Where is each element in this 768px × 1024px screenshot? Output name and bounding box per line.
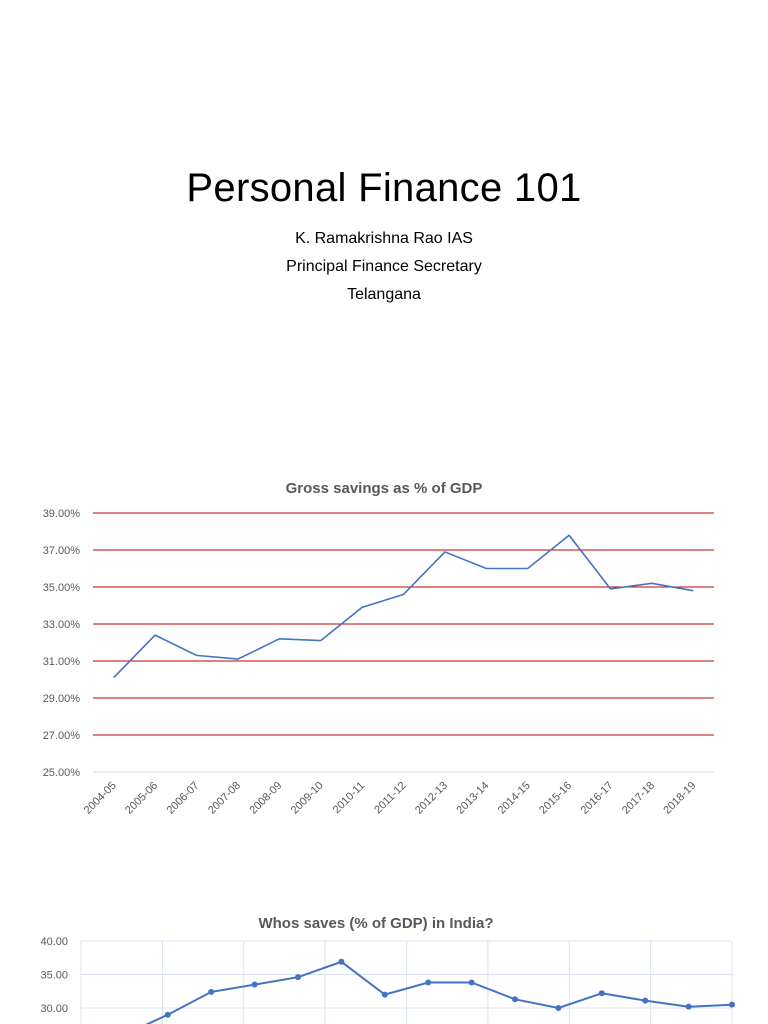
x-tick-label: 2009-10 — [289, 780, 326, 817]
chart-title: Whos saves (% of GDP) in India? — [258, 915, 493, 932]
x-tick-label: 2012-13 — [413, 780, 450, 817]
y-tick-label: 40.00 — [40, 936, 68, 948]
y-tick-label: 35.00 — [40, 970, 68, 982]
data-point — [381, 991, 388, 998]
x-tick-label: 2010-11 — [331, 780, 367, 816]
y-tick-label: 29.00% — [43, 693, 81, 705]
author-name: K. Ramakrishna Rao IAS — [295, 230, 473, 247]
data-point — [685, 1003, 692, 1010]
author-state: Telangana — [347, 286, 421, 303]
data-point — [729, 1001, 735, 1008]
x-tick-label: 2015-16 — [537, 780, 574, 817]
data-point — [642, 997, 649, 1004]
y-tick-label: 31.00% — [43, 656, 81, 668]
slide-title: Personal Finance 101 — [186, 166, 582, 210]
y-tick-label: 37.00% — [43, 545, 81, 557]
y-tick-label: 27.00% — [43, 730, 81, 742]
data-point — [468, 979, 475, 986]
data-point — [164, 1011, 171, 1018]
data-point — [598, 990, 605, 997]
y-tick-label: 39.00% — [43, 508, 81, 520]
data-point — [555, 1005, 562, 1011]
x-axis-ticks: 2004-05 2005-06 2006-07 2007-08 2008-09 2009-… — [82, 780, 699, 817]
x-tick-label: 2005-06 — [123, 780, 160, 817]
x-tick-label: 2008-09 — [247, 780, 284, 817]
data-point — [338, 958, 345, 965]
data-point — [295, 974, 301, 981]
x-tick-label: 2013-14 — [454, 780, 491, 817]
x-tick-label: 2017-18 — [620, 780, 657, 817]
data-point — [251, 981, 258, 988]
x-tick-label: 2004-05 — [82, 780, 119, 817]
x-tick-label: 2018-19 — [661, 780, 698, 817]
x-tick-label: 2006-07 — [165, 780, 202, 817]
series-line — [145, 960, 733, 1024]
y-tick-label: 33.00% — [43, 619, 81, 631]
series-line — [113, 534, 694, 679]
data-point — [512, 996, 518, 1003]
x-tick-label: 2016-17 — [579, 780, 616, 817]
y-axis-ticks: 30.00 35.00 40.00 — [40, 936, 68, 1015]
author-position: Principal Finance Secretary — [286, 258, 482, 275]
gridlines — [80, 940, 733, 1024]
chart-title: Gross savings as % of GDP — [286, 480, 483, 497]
data-point — [425, 979, 432, 986]
y-tick-label: 25.00% — [43, 767, 81, 779]
y-tick-label: 35.00% — [43, 582, 81, 594]
x-tick-label: 2011-12 — [372, 780, 408, 816]
x-tick-label: 2014-15 — [496, 780, 533, 817]
gridlines — [93, 512, 714, 773]
series-markers — [164, 958, 735, 1018]
y-axis-ticks: 25.00% 27.00% 29.00% 31.00% 33.00% 35.00% 37.0… — [43, 508, 81, 779]
gross-savings-chart: Gross savings as % of GDP 25.00% 27.00% 29… — [43, 480, 714, 817]
who-saves-chart: Whos saves (% of GDP) in India? 30.00 35.… — [40, 915, 735, 1024]
x-tick-label: 2007-08 — [206, 780, 243, 817]
data-point — [208, 988, 215, 995]
y-tick-label: 30.00 — [40, 1003, 68, 1015]
